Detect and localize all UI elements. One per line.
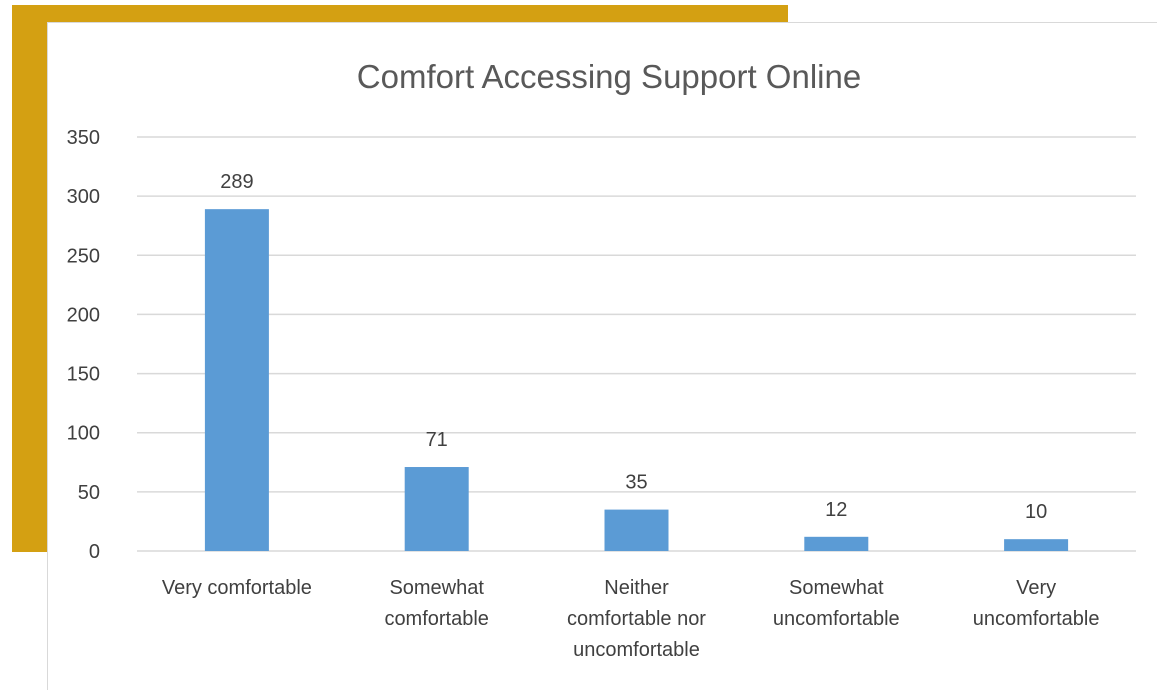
category-label-line: Very comfortable	[162, 577, 312, 599]
bars	[204, 209, 1069, 551]
bar	[1004, 539, 1069, 551]
data-label: 12	[825, 499, 847, 521]
category-label: Neither comfortable nor uncomfortable	[567, 577, 706, 661]
category-label-line: comfortable	[384, 608, 489, 630]
x-axis-categories: Very comfortable Somewhat comfortable Neith…	[162, 577, 1100, 661]
y-tick-label: 250	[67, 245, 100, 267]
category-label: Very comfortable	[162, 577, 312, 599]
y-tick-label: 150	[67, 364, 100, 386]
y-tick-label: 300	[67, 186, 100, 208]
category-label-line: uncomfortable	[973, 608, 1100, 630]
data-labels: 289 71 35 12 10	[220, 171, 1047, 523]
y-tick-label: 0	[89, 541, 100, 563]
bar	[604, 509, 669, 551]
category-label-line: uncomfortable	[573, 639, 700, 661]
category-label-line: Somewhat	[789, 577, 884, 599]
bar	[204, 209, 269, 551]
data-label: 71	[426, 429, 448, 451]
bar	[804, 536, 869, 551]
category-label-line: Very	[1016, 577, 1056, 599]
data-label: 35	[625, 472, 647, 494]
y-tick-label: 200	[67, 304, 100, 326]
category-label-line: uncomfortable	[773, 608, 900, 630]
category-label: Very uncomfortable	[973, 577, 1100, 630]
y-tick-label: 100	[67, 423, 100, 445]
chart-title: Comfort Accessing Support Online	[357, 58, 861, 95]
gridlines	[137, 136, 1136, 552]
data-label: 289	[220, 171, 253, 193]
data-label: 10	[1025, 501, 1047, 523]
bar	[404, 467, 469, 551]
category-label-line: Neither	[604, 577, 669, 599]
category-label-line: comfortable nor	[567, 608, 706, 630]
category-label: Somewhat uncomfortable	[773, 577, 900, 630]
y-axis-ticks: 0 50 100 150 200 250 300 350	[67, 127, 100, 563]
category-label: Somewhat comfortable	[384, 577, 489, 630]
category-label-line: Somewhat	[389, 577, 484, 599]
y-tick-label: 50	[78, 482, 100, 504]
y-tick-label: 350	[67, 127, 100, 149]
